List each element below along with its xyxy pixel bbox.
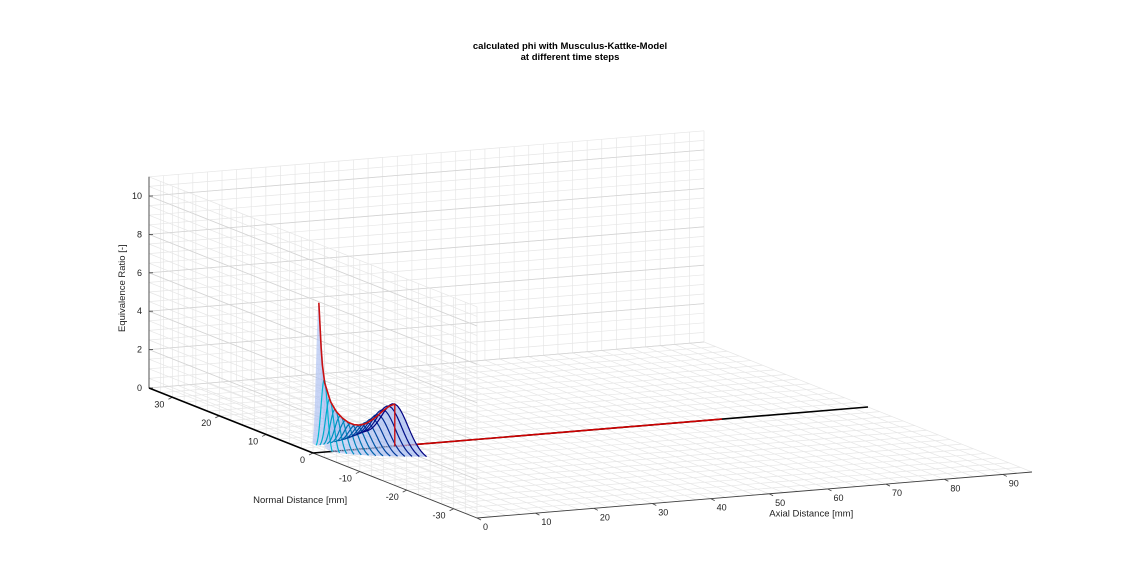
x-tick-label: 60 — [834, 493, 844, 503]
z-axis-label: Equivalence Ratio [-] — [117, 244, 128, 332]
side-wall-major-grid — [148, 349, 478, 480]
x-tick-mark — [710, 498, 715, 501]
side-wall-major-grid — [148, 310, 478, 442]
chart-title-line-2: at different time steps — [520, 52, 620, 63]
x-tick-label: 80 — [950, 483, 960, 493]
back-wall-major-grid — [148, 149, 705, 197]
y-tick-label: -10 — [339, 474, 352, 484]
spray-boundary-line — [394, 418, 723, 448]
z-tick-label: 10 — [132, 191, 142, 201]
chart-title-line-1: calculated phi with Musculus-Kattke-Mode… — [472, 41, 668, 52]
y-axis-label: Normal Distance [mm] — [253, 495, 347, 506]
back-wall-major-grid — [148, 188, 705, 235]
y-tick-label: 20 — [201, 418, 211, 428]
x-axis-label: Axial Distance [mm] — [769, 509, 853, 520]
x-tick-mark — [593, 507, 599, 511]
z-tick-label: 8 — [137, 229, 142, 239]
x-tick-mark — [535, 512, 540, 516]
y-tick-mark — [402, 489, 407, 493]
spray-boundary-line — [148, 387, 314, 454]
back-wall-major-grid — [148, 264, 705, 312]
x-tick-label: 30 — [658, 507, 668, 517]
z-tick-label: 2 — [137, 345, 142, 355]
back-wall-major-grid — [148, 226, 705, 274]
x-axis-line — [476, 471, 1033, 519]
z-tick-label: 0 — [137, 383, 142, 393]
x-tick-label: 70 — [892, 488, 902, 498]
y-tick-label: 30 — [154, 399, 164, 409]
x-tick-label: 40 — [717, 503, 727, 513]
x-tick-mark — [652, 503, 657, 506]
x-tick-mark — [944, 478, 949, 482]
x-tick-label: 20 — [600, 512, 610, 522]
x-tick-label: 10 — [541, 517, 551, 527]
x-tick-label: 0 — [483, 522, 488, 532]
z-tick-label: 6 — [137, 268, 142, 278]
side-wall-major-grid — [148, 195, 478, 327]
y-tick-mark — [449, 508, 454, 512]
z-tick-label: 4 — [137, 306, 142, 316]
side-wall-grid-line — [148, 176, 478, 308]
y-tick-label: -30 — [433, 511, 446, 521]
x-tick-mark — [885, 483, 891, 487]
centerline-phi-curve — [318, 302, 396, 426]
x-tick-label: 50 — [775, 498, 785, 508]
x-tick-label: 90 — [1009, 478, 1019, 488]
x-tick-mark — [827, 488, 832, 492]
y-tick-label: 0 — [300, 455, 305, 465]
x-tick-mark — [476, 517, 482, 521]
x-tick-mark — [768, 493, 774, 497]
y-tick-label: -20 — [386, 492, 399, 502]
x-tick-mark — [1002, 474, 1007, 477]
back-wall-major-grid — [148, 341, 705, 389]
y-tick-label: 10 — [248, 436, 258, 446]
y-tick-mark — [355, 471, 361, 474]
side-wall-major-grid — [148, 234, 478, 365]
back-wall-major-grid — [148, 303, 705, 350]
side-wall-major-grid — [148, 272, 478, 404]
